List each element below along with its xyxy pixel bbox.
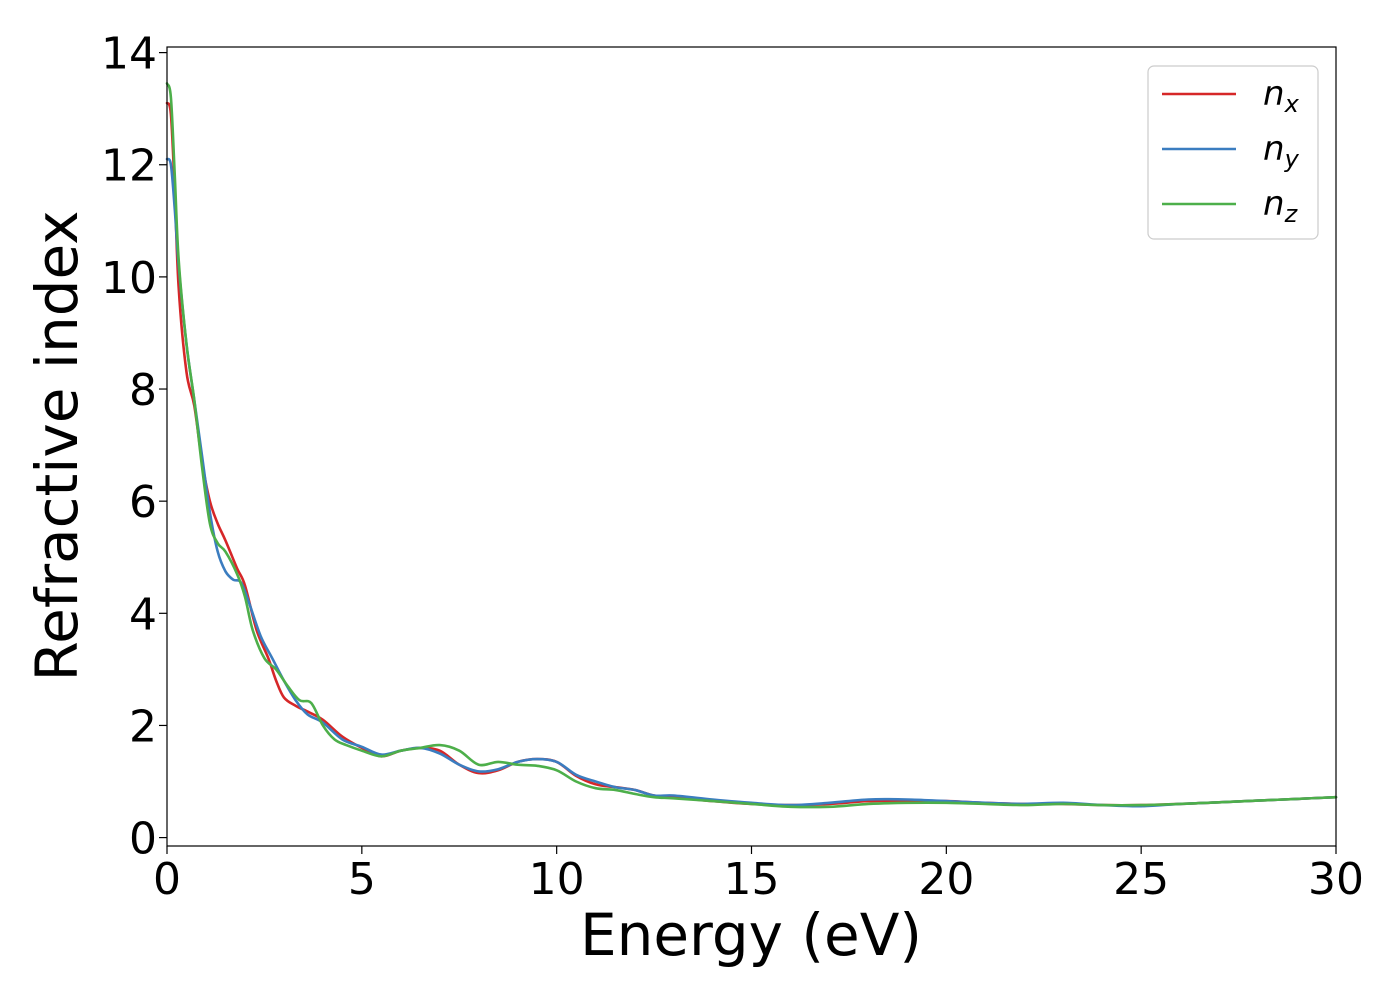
legend-label-base: n (1263, 129, 1285, 169)
legend-label-nz: nz (1263, 184, 1299, 228)
y-axis-title: Refractive index (23, 210, 91, 681)
legend-label-subscript: z (1284, 200, 1299, 228)
y-tick-label: 10 (101, 253, 157, 304)
plot-background (167, 47, 1336, 846)
y-axis-ticks: 0 2 4 6 8 10 12 14 (101, 29, 167, 865)
x-tick-label: 15 (724, 854, 780, 905)
x-axis-ticks: 0 5 10 15 20 25 30 (153, 846, 1364, 905)
legend-label-base: n (1263, 184, 1285, 224)
x-tick-label: 5 (348, 854, 376, 905)
x-tick-label: 25 (1113, 854, 1169, 905)
y-tick-label: 2 (129, 701, 157, 752)
x-tick-label: 10 (529, 854, 585, 905)
series-line-nz (165, 82, 1338, 809)
y-tick-label: 14 (101, 29, 157, 80)
y-tick-label: 12 (101, 141, 157, 192)
legend-label-base: n (1263, 74, 1285, 114)
legend-label-subscript: y (1284, 145, 1300, 173)
series-lines (165, 82, 1338, 809)
legend-label-subscript: x (1284, 90, 1300, 118)
legend-label-ny: ny (1263, 129, 1300, 173)
y-tick-label: 4 (129, 589, 157, 640)
x-tick-label: 20 (918, 854, 974, 905)
y-tick-label: 8 (129, 365, 157, 416)
x-tick-label: 30 (1308, 854, 1364, 905)
legend-box (1147, 65, 1319, 240)
legend-label-nx: nx (1263, 74, 1300, 118)
y-tick-label: 0 (129, 814, 157, 865)
x-axis-title: Energy (eV) (580, 901, 922, 969)
y-tick-label: 6 (129, 477, 157, 528)
x-tick-label: 0 (153, 854, 181, 905)
